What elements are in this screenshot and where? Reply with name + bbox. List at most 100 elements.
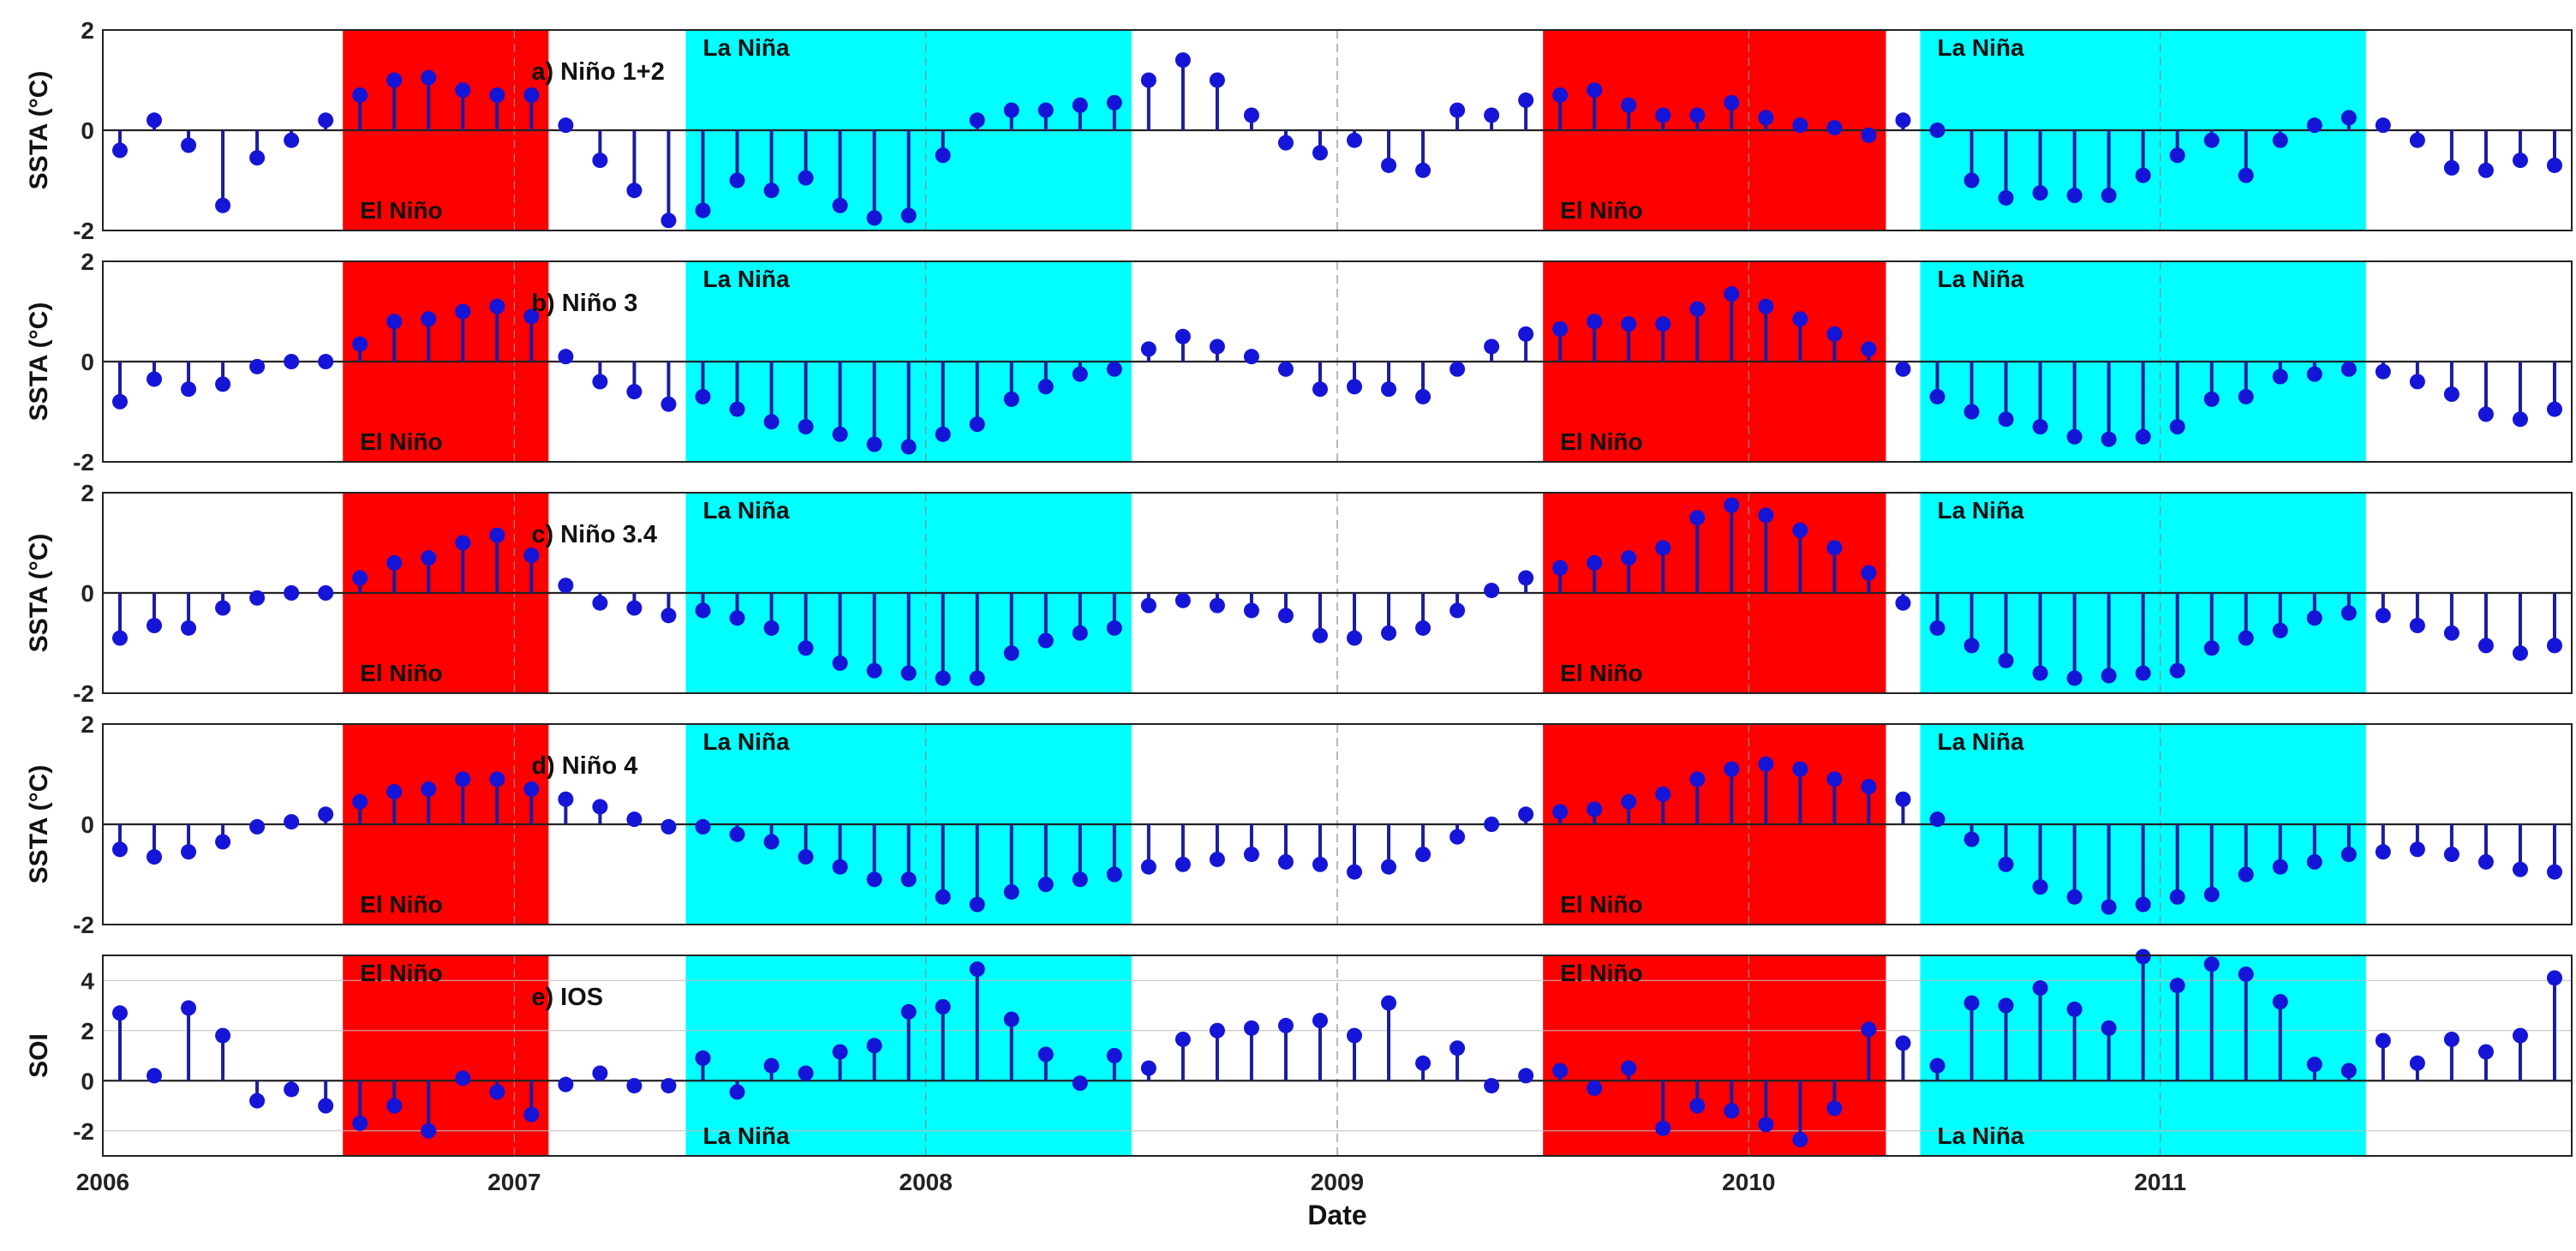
- stem-marker: [318, 585, 334, 601]
- y-tick-label: 2: [81, 480, 94, 506]
- stem-marker: [695, 388, 711, 404]
- stem-marker: [832, 1044, 848, 1060]
- stem-marker: [935, 147, 951, 164]
- stem-marker: [1963, 995, 1980, 1011]
- stem-marker: [1963, 172, 1980, 189]
- stem-marker: [1484, 107, 1500, 123]
- stem-marker: [2512, 1027, 2528, 1044]
- stem-marker: [2443, 386, 2459, 403]
- stem-marker: [1587, 801, 1603, 817]
- stem-marker: [2409, 618, 2425, 634]
- stem-marker: [1174, 52, 1191, 69]
- stem-marker: [523, 548, 540, 564]
- stem-marker: [2375, 844, 2391, 860]
- stem-marker: [1655, 107, 1671, 123]
- stem-marker: [489, 1084, 505, 1100]
- stem-marker: [1415, 388, 1431, 404]
- stem-marker: [1895, 1035, 1911, 1051]
- stem-marker: [558, 117, 574, 134]
- stem-marker: [284, 132, 300, 148]
- stem-marker: [1826, 540, 1843, 556]
- stem-marker: [1003, 391, 1019, 407]
- stem-marker: [798, 419, 814, 435]
- event-label: El Niño: [1560, 428, 1642, 455]
- stem-marker: [1243, 847, 1259, 863]
- stem-marker: [181, 1000, 197, 1016]
- stem-marker: [695, 202, 711, 218]
- stem-marker: [763, 620, 780, 636]
- stem-marker: [1381, 859, 1397, 875]
- y-axis-label: SSTA (°C): [25, 302, 53, 422]
- y-tick-label: -2: [73, 912, 94, 938]
- y-tick-label: -2: [73, 218, 94, 244]
- event-label: El Niño: [1560, 960, 1642, 986]
- stem-marker: [421, 550, 437, 566]
- stem-marker: [2238, 388, 2254, 404]
- stem-marker: [318, 112, 334, 129]
- stem-marker: [660, 396, 677, 412]
- stem-marker: [1724, 497, 1740, 513]
- stem-marker: [1861, 779, 1877, 795]
- event-label: El Niño: [360, 197, 442, 224]
- stem-marker: [2032, 665, 2048, 681]
- event-band-3: [1543, 955, 1886, 1156]
- stem-marker: [1689, 107, 1706, 123]
- stem-marker: [112, 841, 129, 858]
- stem-marker: [1003, 102, 1019, 118]
- stem-marker: [1037, 1046, 1054, 1062]
- stem-marker: [1929, 388, 1945, 404]
- event-label: La Niña: [1937, 728, 2024, 755]
- stem-marker: [2443, 1031, 2459, 1047]
- stem-marker: [2066, 428, 2083, 445]
- stem-marker: [1140, 859, 1157, 875]
- stem-marker: [2546, 637, 2562, 654]
- y-tick-label: 0: [81, 349, 94, 375]
- stem-marker: [1347, 379, 1363, 395]
- stem-marker: [249, 818, 266, 835]
- stem-marker: [1312, 627, 1328, 643]
- stem-marker: [1689, 301, 1706, 317]
- stem-marker: [1758, 507, 1774, 524]
- stem-marker: [1587, 554, 1603, 571]
- stem-marker: [1587, 82, 1603, 99]
- event-label: La Niña: [1937, 1122, 2024, 1149]
- stem-marker: [1998, 856, 2014, 872]
- stem-marker: [2169, 419, 2185, 435]
- stem-marker: [146, 618, 163, 634]
- event-label: El Niño: [1560, 197, 1642, 224]
- panel-title: b) Niño 3: [531, 290, 637, 317]
- stem-marker: [523, 87, 540, 104]
- stem-marker: [2375, 608, 2391, 624]
- stem-marker: [1963, 404, 1980, 420]
- stem-marker: [1518, 1068, 1534, 1084]
- stem-marker: [1072, 625, 1088, 641]
- stem-marker: [1655, 786, 1671, 802]
- panel-5: [102, 949, 2573, 1157]
- stem-marker: [1415, 847, 1431, 863]
- stem-marker: [695, 1050, 711, 1066]
- stem-marker: [1243, 107, 1259, 123]
- stem-marker: [1518, 92, 1534, 108]
- y-axis-label: SOI: [25, 1033, 53, 1078]
- stem-marker: [1929, 620, 1945, 636]
- stem-marker: [592, 153, 608, 169]
- stem-marker: [832, 197, 848, 213]
- stem-marker: [2169, 978, 2185, 994]
- stem-marker: [2340, 110, 2357, 126]
- stem-marker: [763, 1057, 780, 1074]
- stem-marker: [1072, 366, 1088, 382]
- y-tick-label: 4: [81, 967, 94, 994]
- stem-marker: [352, 87, 368, 104]
- stem-marker: [1895, 361, 1911, 377]
- stem-marker: [1621, 97, 1637, 113]
- stem-marker: [1381, 625, 1397, 641]
- stem-marker: [2306, 610, 2322, 626]
- stem-marker: [1552, 320, 1569, 337]
- stem-marker: [2135, 428, 2151, 445]
- stem-marker: [1449, 1040, 1466, 1056]
- x-tick-label: 2006: [76, 1169, 129, 1195]
- stem-marker: [1449, 102, 1466, 118]
- stem-marker: [1209, 338, 1225, 355]
- stem-marker: [1381, 157, 1397, 173]
- stem-marker: [2238, 167, 2254, 183]
